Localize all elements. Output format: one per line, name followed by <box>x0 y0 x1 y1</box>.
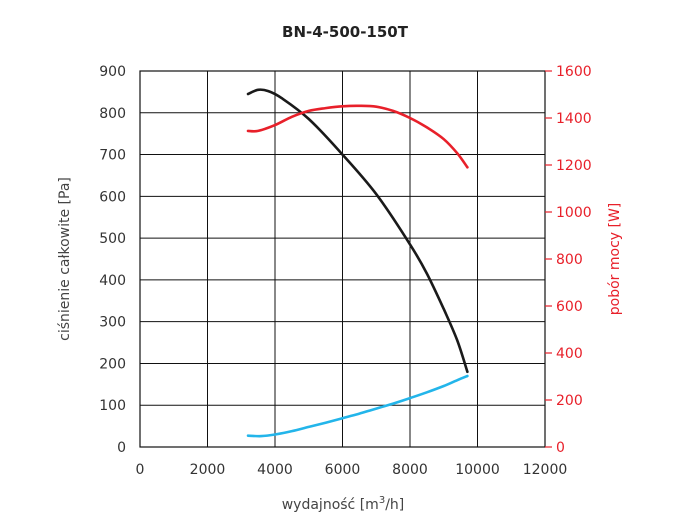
y2-axis-title: pobór mocy [W] <box>607 203 623 316</box>
x-tick-label: 8000 <box>392 462 428 478</box>
y-tick-label: 900 <box>99 64 126 80</box>
x-tick-label: 4000 <box>257 462 293 478</box>
y-tick-label: 600 <box>99 189 126 205</box>
x-axis-title: wydajność [m3/h] <box>282 495 405 513</box>
y-tick-label: 400 <box>99 273 126 289</box>
series-pressure-line <box>246 88 469 374</box>
y2-tick-label: 1600 <box>556 64 592 80</box>
x-tick-label: 10000 <box>455 462 500 478</box>
y2-tick-label: 1400 <box>556 111 592 127</box>
y-tick-label: 100 <box>99 398 126 414</box>
series-efficiency-line <box>246 374 469 438</box>
y2-tick-label: 200 <box>556 393 583 409</box>
x-tick-label: 6000 <box>325 462 361 478</box>
x-tick-label: 2000 <box>190 462 226 478</box>
y-tick-label: 700 <box>99 148 126 164</box>
y2-tick-labels: 0 200 400 600 800 1000 1200 1400 1600 <box>545 64 592 456</box>
x-tick-labels: 0 2000 4000 6000 8000 10000 12000 <box>136 462 568 478</box>
grid <box>139 70 546 448</box>
y2-tick-label: 800 <box>556 252 583 268</box>
y-tick-labels: 0 100 200 300 400 500 600 700 800 900 <box>99 64 126 456</box>
y-tick-label: 500 <box>99 231 126 247</box>
y2-tick-label: 600 <box>556 299 583 315</box>
x-tick-label: 0 <box>136 462 145 478</box>
series-power-line <box>246 104 469 169</box>
y-tick-label: 800 <box>99 106 126 122</box>
y-tick-label: 0 <box>117 440 126 456</box>
series-layer <box>246 88 469 438</box>
y2-tick-label: 1200 <box>556 158 592 174</box>
x-axis-title-superscript: 3 <box>379 495 385 506</box>
y-axis-title: ciśnienie całkowite [Pa] <box>57 177 73 341</box>
x-tick-label: 12000 <box>523 462 568 478</box>
y2-tick-label: 1000 <box>556 205 592 221</box>
y2-tick-label: 400 <box>556 346 583 362</box>
chart-title: BN-4-500-150T <box>282 23 409 41</box>
y-tick-label: 200 <box>99 356 126 372</box>
y-tick-label: 300 <box>99 315 126 331</box>
y2-tick-label: 0 <box>556 440 565 456</box>
